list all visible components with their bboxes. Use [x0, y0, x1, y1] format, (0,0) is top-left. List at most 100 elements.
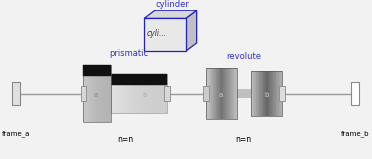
Bar [160, 74, 163, 113]
Bar [267, 71, 268, 116]
Bar [126, 74, 129, 113]
Bar [115, 74, 118, 113]
Bar [263, 71, 264, 116]
Polygon shape [144, 10, 197, 18]
Bar [102, 65, 104, 122]
Bar [108, 65, 110, 122]
Bar [218, 68, 219, 119]
Text: revolute: revolute [226, 52, 261, 61]
Bar [222, 68, 223, 119]
Bar [92, 65, 93, 122]
Bar [280, 71, 281, 116]
Bar [110, 74, 113, 113]
Bar [279, 86, 285, 101]
Bar [110, 74, 167, 113]
Text: frame_b: frame_b [341, 131, 369, 138]
Bar [230, 68, 231, 119]
Bar [278, 71, 279, 116]
Bar [12, 82, 20, 105]
Bar [257, 71, 258, 116]
Bar [233, 68, 235, 119]
Text: a: a [93, 92, 98, 98]
Bar [104, 65, 106, 122]
Bar [279, 71, 280, 116]
Bar [224, 68, 225, 119]
Bar [227, 68, 228, 119]
Bar [262, 71, 263, 116]
Bar [264, 71, 265, 116]
Bar [80, 86, 86, 101]
Bar [212, 68, 213, 119]
Bar [219, 68, 221, 119]
Bar [236, 89, 251, 98]
Bar [129, 74, 131, 113]
Bar [210, 68, 211, 119]
Bar [155, 74, 158, 113]
Bar [162, 74, 165, 113]
Bar [214, 68, 215, 119]
Bar [215, 68, 216, 119]
Bar [211, 68, 212, 119]
Bar [251, 71, 252, 116]
Bar [269, 71, 270, 116]
Bar [140, 74, 142, 113]
Bar [270, 71, 272, 116]
Bar [276, 71, 278, 116]
Bar [236, 68, 237, 119]
Bar [227, 68, 228, 119]
Bar [230, 68, 231, 119]
Bar [225, 68, 226, 119]
Bar [109, 65, 111, 122]
Bar [273, 71, 274, 116]
Bar [106, 65, 108, 122]
Bar [256, 71, 257, 116]
Bar [110, 74, 167, 85]
Text: n=n: n=n [236, 135, 252, 144]
Bar [101, 65, 103, 122]
Bar [268, 71, 269, 116]
Bar [124, 74, 127, 113]
Bar [281, 71, 282, 116]
Bar [208, 68, 209, 119]
Bar [234, 68, 235, 119]
Bar [153, 74, 156, 113]
Bar [164, 86, 170, 101]
Bar [117, 74, 120, 113]
Bar [135, 74, 138, 113]
Bar [220, 68, 221, 119]
Bar [224, 68, 225, 119]
Bar [83, 65, 110, 76]
Bar [275, 71, 276, 116]
Bar [221, 68, 222, 119]
Bar [255, 71, 256, 116]
Bar [131, 74, 134, 113]
Bar [266, 71, 267, 116]
Bar [277, 71, 278, 116]
Bar [231, 68, 232, 119]
Bar [96, 65, 97, 122]
Bar [232, 68, 234, 119]
Bar [217, 68, 218, 119]
Bar [263, 71, 264, 116]
Bar [226, 68, 227, 119]
Bar [351, 82, 359, 105]
Bar [235, 68, 236, 119]
Bar [90, 65, 92, 122]
Bar [89, 65, 91, 122]
Text: cylinder: cylinder [155, 0, 189, 9]
Bar [105, 65, 107, 122]
Bar [138, 74, 140, 113]
Bar [206, 68, 207, 119]
Bar [113, 74, 115, 113]
Bar [274, 71, 275, 116]
Bar [253, 71, 254, 116]
Bar [261, 71, 262, 116]
Bar [259, 71, 261, 116]
Bar [100, 65, 102, 122]
Bar [87, 65, 89, 122]
Bar [265, 71, 266, 116]
Bar [219, 68, 220, 119]
Bar [133, 74, 136, 113]
Text: n=n: n=n [117, 135, 133, 144]
Bar [151, 74, 154, 113]
